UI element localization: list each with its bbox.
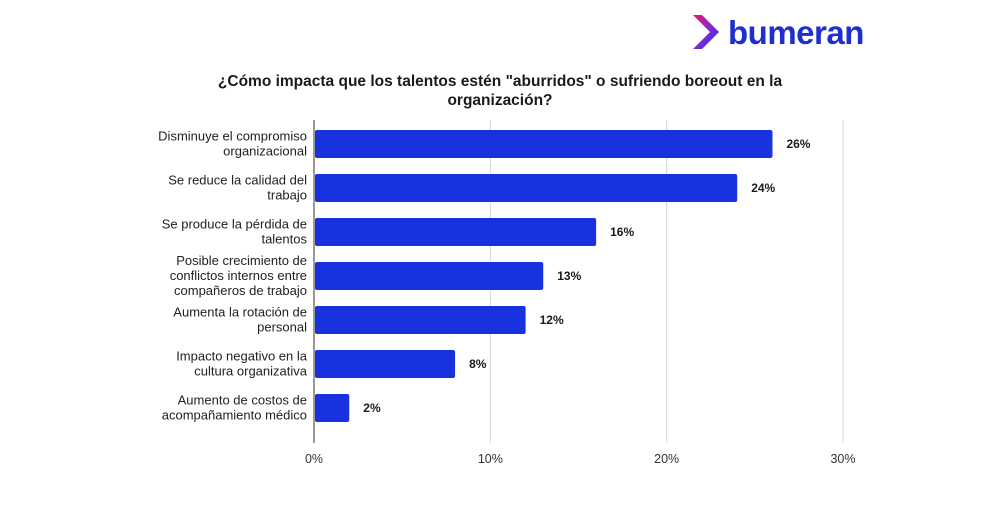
x-tick-label: 20% bbox=[654, 452, 679, 466]
bumeran-logo-icon bbox=[693, 15, 719, 49]
bumeran-logo-text: bumeran bbox=[728, 13, 864, 51]
bar-value-label: 13% bbox=[557, 269, 581, 283]
bar bbox=[315, 262, 544, 290]
bar-value-label: 26% bbox=[786, 137, 810, 151]
bumeran-logo: bumeran bbox=[690, 10, 864, 54]
bar bbox=[315, 174, 738, 202]
category-label: Aumento de costos de acompañamiento médic… bbox=[162, 393, 307, 423]
category-label: Se reduce la calidad del trabajo bbox=[168, 173, 307, 203]
category-label: Posible crecimiento de conflictos interno… bbox=[170, 253, 307, 298]
category-label: Aumenta la rotación de personal bbox=[173, 305, 307, 335]
bar-value-label: 24% bbox=[751, 181, 775, 195]
x-tick-label: 0% bbox=[305, 452, 323, 466]
bar bbox=[315, 218, 597, 246]
x-tick-label: 10% bbox=[478, 452, 503, 466]
bar-value-label: 16% bbox=[610, 225, 634, 239]
bar-value-label: 12% bbox=[540, 313, 564, 327]
bar bbox=[315, 130, 773, 158]
category-label: Se produce la pérdida de talentos bbox=[162, 217, 308, 247]
bar bbox=[315, 394, 350, 422]
category-label: Impacto negativo en la cultura organizati… bbox=[176, 349, 308, 379]
bar-value-label: 8% bbox=[469, 357, 487, 371]
chart-title: ¿Cómo impacta que los talentos estén "ab… bbox=[217, 73, 783, 109]
bar-value-label: 2% bbox=[363, 401, 381, 415]
bar bbox=[315, 350, 456, 378]
x-tick-label: 30% bbox=[830, 452, 855, 466]
category-label: Disminuye el compromiso organizacional bbox=[158, 129, 307, 159]
bar bbox=[315, 306, 526, 334]
